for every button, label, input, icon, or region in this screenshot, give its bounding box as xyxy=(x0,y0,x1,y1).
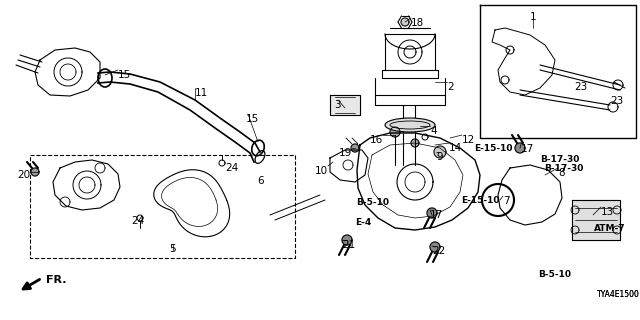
Polygon shape xyxy=(31,168,39,176)
Text: 24: 24 xyxy=(225,163,238,173)
Text: 15: 15 xyxy=(246,114,259,124)
Text: FR.: FR. xyxy=(46,275,67,285)
Text: 23: 23 xyxy=(610,96,623,106)
Polygon shape xyxy=(434,146,446,158)
Polygon shape xyxy=(390,127,400,137)
Text: 1: 1 xyxy=(530,12,536,22)
Polygon shape xyxy=(411,139,419,147)
Text: 23: 23 xyxy=(574,82,588,92)
Text: 17: 17 xyxy=(521,144,534,154)
Ellipse shape xyxy=(385,118,435,132)
Text: 11: 11 xyxy=(195,88,208,98)
Text: 7: 7 xyxy=(503,196,509,206)
Text: ATM-7: ATM-7 xyxy=(594,224,626,233)
Text: 9: 9 xyxy=(436,152,443,162)
Text: 18: 18 xyxy=(411,18,424,28)
Text: 13: 13 xyxy=(601,207,614,217)
Text: 10: 10 xyxy=(315,166,328,176)
Text: 14: 14 xyxy=(449,143,462,153)
Polygon shape xyxy=(401,18,409,26)
Text: B-17-30: B-17-30 xyxy=(540,155,579,164)
Text: 17: 17 xyxy=(430,210,444,220)
Text: 20: 20 xyxy=(17,170,30,180)
Text: 2: 2 xyxy=(447,82,454,92)
Text: 16: 16 xyxy=(370,135,383,145)
Polygon shape xyxy=(342,235,352,245)
Polygon shape xyxy=(572,200,620,240)
Text: E-15-10: E-15-10 xyxy=(461,196,499,205)
Text: E-4: E-4 xyxy=(355,218,371,227)
Polygon shape xyxy=(515,143,525,153)
Polygon shape xyxy=(351,144,359,152)
Text: B-5-10: B-5-10 xyxy=(356,198,389,207)
Text: 4: 4 xyxy=(430,126,436,136)
Polygon shape xyxy=(430,242,440,252)
Text: 12: 12 xyxy=(462,135,476,145)
Polygon shape xyxy=(427,208,437,218)
Text: 15: 15 xyxy=(118,70,131,80)
Text: 19: 19 xyxy=(339,148,352,158)
Text: 3: 3 xyxy=(334,100,340,110)
Text: 24: 24 xyxy=(131,216,144,226)
Text: 8: 8 xyxy=(558,168,564,178)
Text: 21: 21 xyxy=(342,240,355,250)
Text: TYA4E1500: TYA4E1500 xyxy=(597,290,640,299)
Text: B-5-10: B-5-10 xyxy=(538,270,571,279)
Text: B-17-30: B-17-30 xyxy=(544,164,584,173)
Text: 22: 22 xyxy=(432,246,445,256)
Text: 6: 6 xyxy=(257,176,264,186)
Polygon shape xyxy=(330,95,360,115)
Text: TYA4E1500: TYA4E1500 xyxy=(597,290,640,299)
Text: 5: 5 xyxy=(170,244,176,254)
Text: E-15-10: E-15-10 xyxy=(474,144,513,153)
